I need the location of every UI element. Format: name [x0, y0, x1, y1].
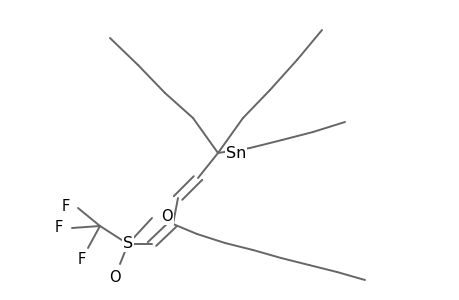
Text: O: O: [109, 270, 121, 285]
Text: F: F: [62, 199, 70, 214]
Text: F: F: [55, 220, 63, 236]
Text: F: F: [77, 253, 85, 268]
Text: S: S: [123, 236, 133, 251]
Text: Sn: Sn: [226, 146, 246, 160]
Text: O: O: [161, 209, 173, 224]
